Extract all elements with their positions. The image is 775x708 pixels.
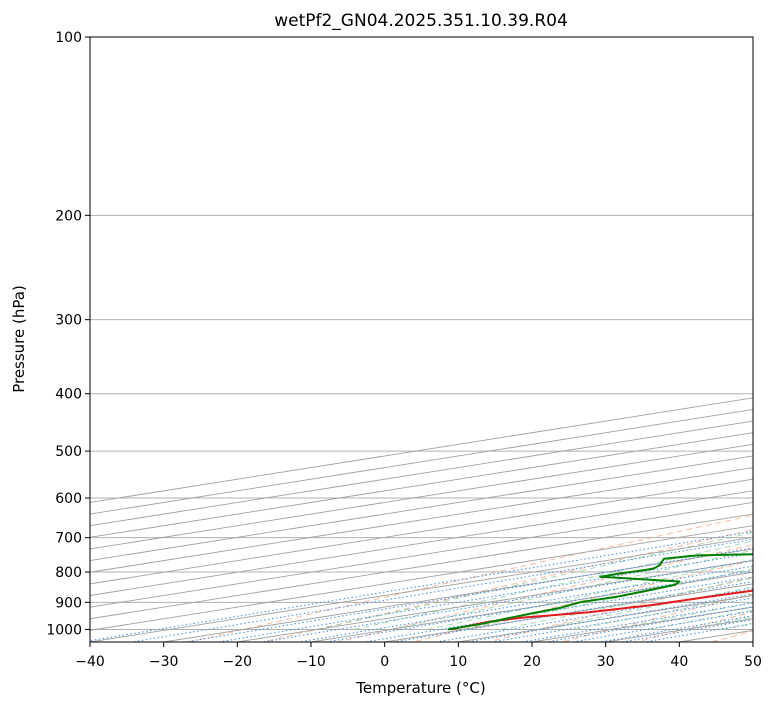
y-axis-label: Pressure (hPa) [10,285,28,393]
mixing-ratio-line [131,538,753,642]
isotherm-line [90,502,753,608]
y-tick-label: 400 [55,387,82,403]
isotherm-line [90,513,753,620]
dry-adiabat-line [263,529,753,642]
x-tick-label: 10 [449,654,467,670]
y-tick-label: 900 [55,595,82,611]
y-tick-label: 600 [55,491,82,507]
y-axis: 100 200 300 400 500 600 700 800 900 1000 [46,30,90,638]
moist-adiabat-line [500,577,753,630]
y-tick-label: 700 [55,531,82,547]
profiles-layer [447,553,753,631]
isotherm-line [90,467,753,573]
x-tick-label: −40 [75,654,105,670]
x-tick-label: 50 [744,654,762,670]
y-tick-label: 800 [55,565,82,581]
dry-adiabat-line [562,593,753,642]
isotherm-line [90,525,753,631]
x-axis-label: Temperature (°C) [355,679,485,697]
y-tick-label: 200 [55,208,82,224]
mixing-ratio-line [299,565,753,642]
isotherm-line [90,490,753,596]
dry-adiabat-line [338,544,753,642]
temperature-line [450,589,753,631]
isotherms-layer [90,397,753,642]
x-tick-label: 20 [523,654,541,670]
plot-area: -100-90-80-70-60-50-40-30-20-10010203040… [90,37,753,642]
x-tick-label: −10 [296,654,326,670]
y-tick-label: 500 [55,444,82,460]
dewpoint-line [447,553,753,631]
isotherm-line [90,478,753,585]
x-tick-label: 40 [670,654,688,670]
chart-title: wetPf2_GN04.2025.351.10.39.R04 [274,11,568,31]
moist-adiabat-line [353,540,753,630]
plot-frame [89,36,754,643]
x-tick-label: −20 [223,654,253,670]
grid-layer [90,37,753,630]
isotherm-line [90,455,753,562]
y-tick-label: 300 [55,313,82,329]
x-tick-label: 30 [597,654,615,670]
x-axis: −40 −30 −20 −10 0 10 20 30 40 50 [75,642,762,670]
mixing-ratio-line [218,552,753,642]
mixing-ratio-line [185,547,753,642]
dry-adiabat-line [412,559,753,642]
y-tick-label: 100 [55,30,82,46]
isotherm-line [90,443,753,550]
x-tick-label: 0 [380,654,389,670]
isotherm-line [90,536,753,642]
y-tick-label: 1000 [46,622,82,638]
dry-adiabats-layer [188,514,753,642]
x-tick-label: −30 [149,654,179,670]
